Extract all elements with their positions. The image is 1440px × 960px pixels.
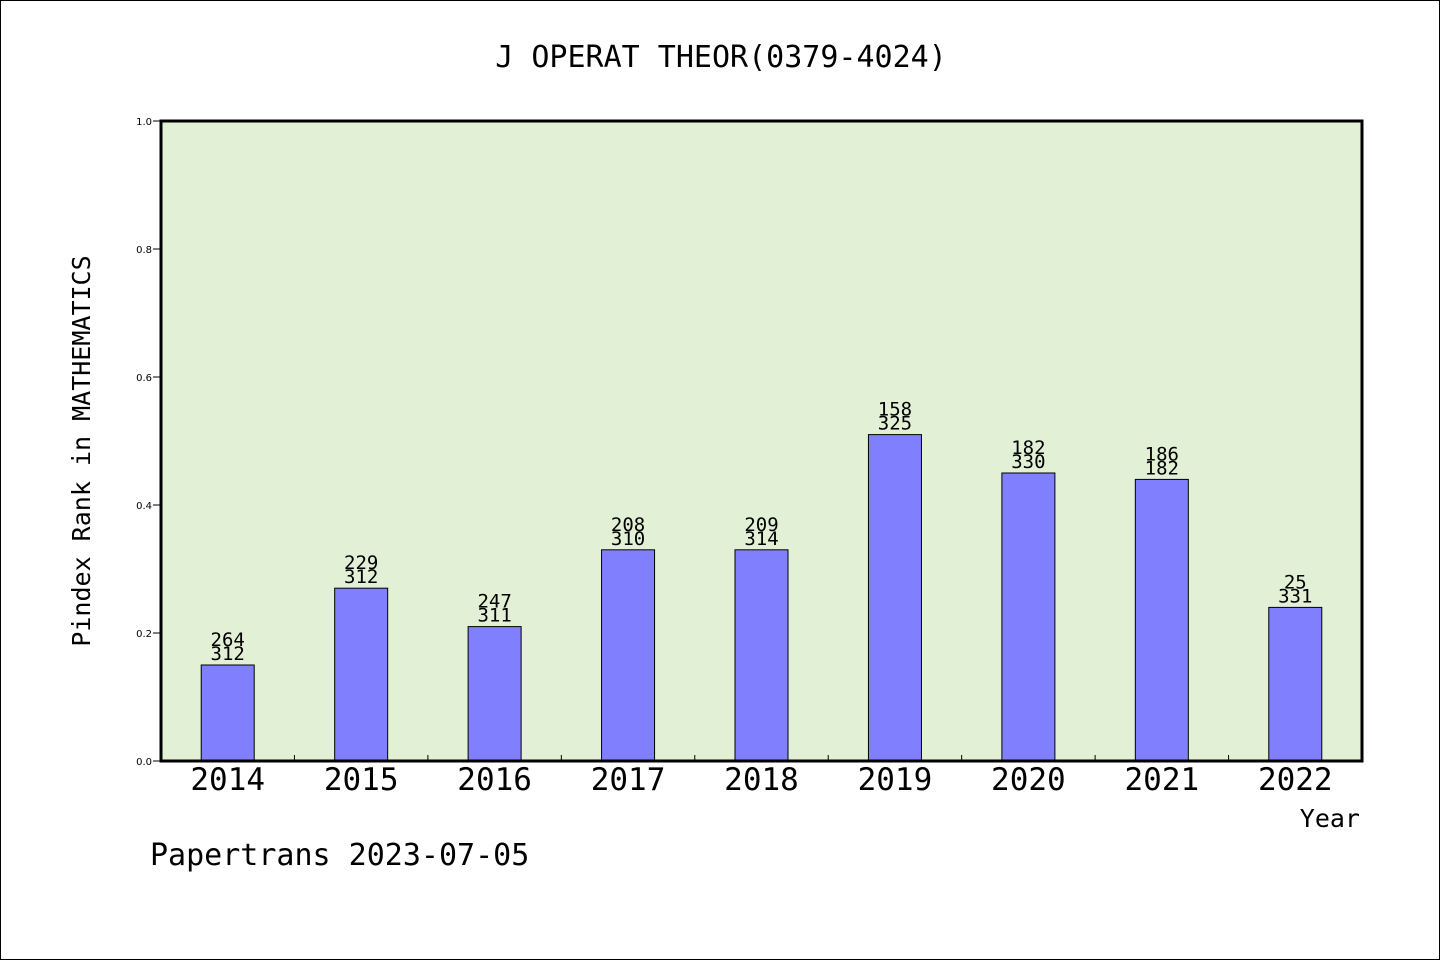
chart-title: J OPERAT THEOR(0379-4024) <box>495 40 947 75</box>
bar-label-top-2018: 209 <box>744 514 778 536</box>
x-tick-label-2020: 2020 <box>991 762 1066 798</box>
bar-2020 <box>1001 472 1056 762</box>
bar-2019 <box>867 434 922 762</box>
bar-2016 <box>467 626 522 762</box>
x-axis-label: Year <box>1300 804 1360 833</box>
bar-2014 <box>200 664 255 762</box>
x-tick-label-2018: 2018 <box>724 762 799 798</box>
bar-2021 <box>1134 478 1189 762</box>
bar-label-top-2014: 264 <box>211 629 245 651</box>
y-axis-ticks: 0.0 0.2 0.4 0.6 0.8 1.0 <box>136 117 161 768</box>
x-tick-label-2019: 2019 <box>858 762 933 798</box>
bar-label-bottom-2018: 314 <box>744 528 778 550</box>
bar-label-top-2017: 208 <box>611 514 645 536</box>
y-tick-label-3: 0.6 <box>136 373 152 384</box>
y-tick-label-1: 0.2 <box>136 629 152 640</box>
x-tick-label-2014: 2014 <box>190 762 265 798</box>
footer-date: Papertrans 2023-07-05 <box>150 838 529 873</box>
bar-label-top-2015: 229 <box>344 552 378 574</box>
bar-label-top-2020: 182 <box>1011 437 1045 459</box>
x-tick-label-2015: 2015 <box>324 762 399 798</box>
bar-label-top-2022: 25 <box>1284 571 1307 593</box>
bar-label-top-2016: 247 <box>477 591 511 613</box>
bar-label-bottom-2017: 310 <box>611 528 645 550</box>
bar-label-top-2019: 158 <box>878 399 912 421</box>
bar-labels-group: 2643122293122473112083102093141583251823… <box>211 399 1313 665</box>
bar-label-bottom-2022: 331 <box>1278 585 1312 607</box>
bar-label-bottom-2020: 330 <box>1011 451 1045 473</box>
y-tick-label-5: 1.0 <box>136 117 152 128</box>
x-axis-ticks: 2014 2015 2016 2017 2018 2019 2020 2021 2022 <box>190 755 1333 798</box>
bar-2022 <box>1268 606 1323 762</box>
y-tick-label-4: 0.8 <box>136 245 152 256</box>
bar-2018 <box>734 549 789 762</box>
bar-2015 <box>334 587 389 762</box>
x-tick-label-2021: 2021 <box>1125 762 1200 798</box>
y-axis-label: Pindex Rank in MATHEMATICS <box>67 255 96 646</box>
bar-label-bottom-2019: 325 <box>878 413 912 435</box>
bar-label-bottom-2014: 312 <box>211 643 245 665</box>
plot-frame <box>159 119 1364 763</box>
x-tick-label-2022: 2022 <box>1258 762 1333 798</box>
y-tick-label-2: 0.4 <box>136 501 152 512</box>
bar-label-bottom-2021: 182 <box>1145 457 1179 479</box>
bars-group <box>200 434 1323 762</box>
bar-2017 <box>601 549 656 762</box>
y-tick-label-0: 0.0 <box>136 757 152 768</box>
x-tick-label-2016: 2016 <box>457 762 532 798</box>
bar-label-bottom-2015: 312 <box>344 566 378 588</box>
bar-label-top-2021: 186 <box>1145 443 1179 465</box>
x-tick-label-2017: 2017 <box>591 762 666 798</box>
bar-label-bottom-2016: 311 <box>477 605 511 627</box>
